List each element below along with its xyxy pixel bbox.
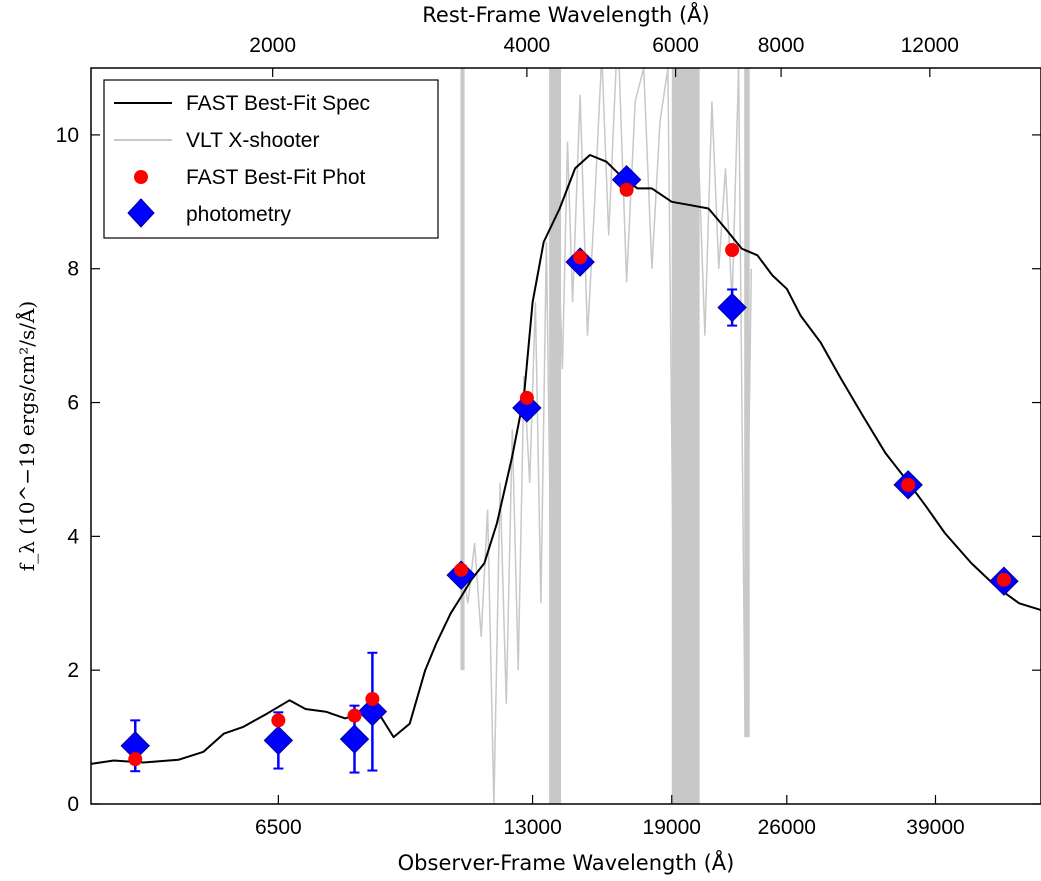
y-tick-label: 6 bbox=[67, 392, 79, 415]
xshooter-band bbox=[744, 68, 750, 738]
xshooter-line bbox=[460, 68, 753, 804]
legend-photometry-label: photometry bbox=[186, 203, 292, 226]
phot-layer bbox=[120, 165, 1019, 774]
spec-layer bbox=[91, 154, 1041, 765]
y-tick-label: 0 bbox=[67, 793, 79, 816]
plot-frame bbox=[90, 67, 1041, 805]
x-tick-label: 6500 bbox=[255, 816, 302, 839]
fast-phot-point bbox=[128, 752, 143, 767]
legend-phot-label: FAST Best-Fit Phot bbox=[186, 166, 366, 189]
y-axis-title: f_λ (10^−19 ergs/cm²/s/Å) bbox=[14, 301, 39, 571]
top-tick-label: 6000 bbox=[652, 34, 699, 57]
fast-phot-point bbox=[901, 477, 916, 492]
fast-phot-point bbox=[619, 182, 634, 197]
legend-spec-label: FAST Best-Fit Spec bbox=[186, 92, 370, 115]
y-tick-label: 2 bbox=[67, 659, 79, 682]
legend-xshooter-label: VLT X-shooter bbox=[186, 129, 319, 152]
fast-phot-point bbox=[996, 572, 1011, 587]
axes-layer: 6500 13000 19000 26000 39000 2000 4000 6000 8000… bbox=[56, 34, 1041, 839]
x-tick-label: 26000 bbox=[758, 816, 816, 839]
x-tick-label: 39000 bbox=[906, 816, 964, 839]
photometry-point bbox=[263, 725, 294, 756]
top-tick-label: 2000 bbox=[249, 34, 296, 57]
fast-phot-point bbox=[365, 691, 380, 706]
legend: FAST Best-Fit Spec VLT X-shooter FAST Be… bbox=[103, 79, 439, 239]
xshooter-layer bbox=[460, 68, 753, 804]
photometry-point bbox=[512, 393, 542, 423]
legend-photometry-marker bbox=[127, 198, 155, 228]
fast-phot-point bbox=[454, 562, 469, 577]
photometry-point bbox=[717, 292, 747, 323]
photometry-point bbox=[357, 696, 388, 727]
xshooter-band bbox=[671, 68, 700, 804]
legend-box bbox=[103, 79, 439, 239]
fast-phot-point bbox=[725, 242, 740, 257]
fast-phot-point bbox=[519, 390, 534, 405]
photometry-point bbox=[339, 724, 370, 754]
xshooter-band bbox=[549, 68, 562, 804]
y-tick-label: 10 bbox=[56, 124, 79, 147]
top-tick-label: 12000 bbox=[901, 34, 959, 57]
top-axis-title: Rest-Frame Wavelength (Å) bbox=[422, 1, 709, 27]
top-tick-label: 8000 bbox=[758, 34, 805, 57]
x-tick-label: 19000 bbox=[643, 816, 701, 839]
fast-phot-point bbox=[573, 250, 588, 265]
x-tick-label: 13000 bbox=[503, 816, 561, 839]
x-axis-title: Observer-Frame Wavelength (Å) bbox=[398, 849, 735, 875]
fast-phot-point bbox=[347, 708, 362, 723]
xshooter-band bbox=[460, 68, 465, 671]
top-tick-label: 4000 bbox=[504, 34, 551, 57]
legend-phot-marker bbox=[134, 170, 148, 184]
y-tick-label: 8 bbox=[67, 258, 79, 281]
fast-phot-point bbox=[271, 713, 286, 728]
spec-line bbox=[91, 154, 1041, 765]
y-tick-label: 4 bbox=[67, 525, 79, 548]
